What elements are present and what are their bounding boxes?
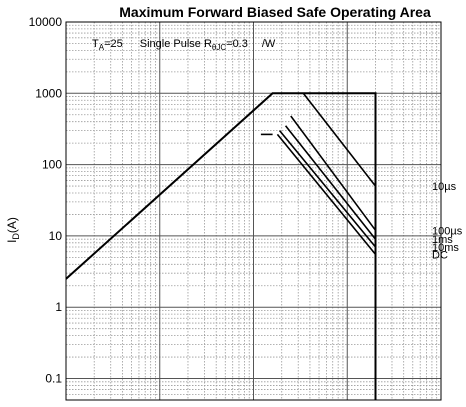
series-line-1ms — [284, 125, 377, 240]
y-tick-label: 0.1 — [45, 372, 62, 386]
y-tick-label: 100 — [42, 158, 62, 172]
grid-major — [66, 22, 441, 400]
curve-label-dc: DC — [432, 249, 448, 261]
series-line-100us — [290, 115, 377, 231]
plot-frame — [65, 21, 442, 401]
y-tick-label: 10000 — [29, 15, 63, 29]
curve-label-10us: 10µs — [432, 181, 457, 193]
chart-title: Maximum Forward Biased Safe Operating Ar… — [119, 4, 431, 20]
y-tick-label: 1 — [55, 300, 62, 314]
series-line-10us — [302, 92, 377, 187]
curves — [66, 92, 377, 400]
conditions-annotation: TA=25 Single Pulse RθJC=0.3/W — [92, 38, 276, 52]
series-line-dc — [276, 133, 377, 255]
curve-label-100us: 100µs — [432, 225, 463, 237]
series-line-10ms — [278, 130, 377, 248]
y-tick-labels: 10000 1000 100 10 1 0.1 — [29, 15, 63, 386]
curve-label-10ms: 10ms — [432, 242, 459, 254]
curve-label-1ms: 1ms — [432, 234, 453, 246]
y-tick-label: 1000 — [35, 86, 62, 100]
soa-limit-line — [66, 92, 377, 400]
y-axis-label: ID(A) — [5, 217, 21, 243]
y-tick-label: 10 — [49, 229, 63, 243]
